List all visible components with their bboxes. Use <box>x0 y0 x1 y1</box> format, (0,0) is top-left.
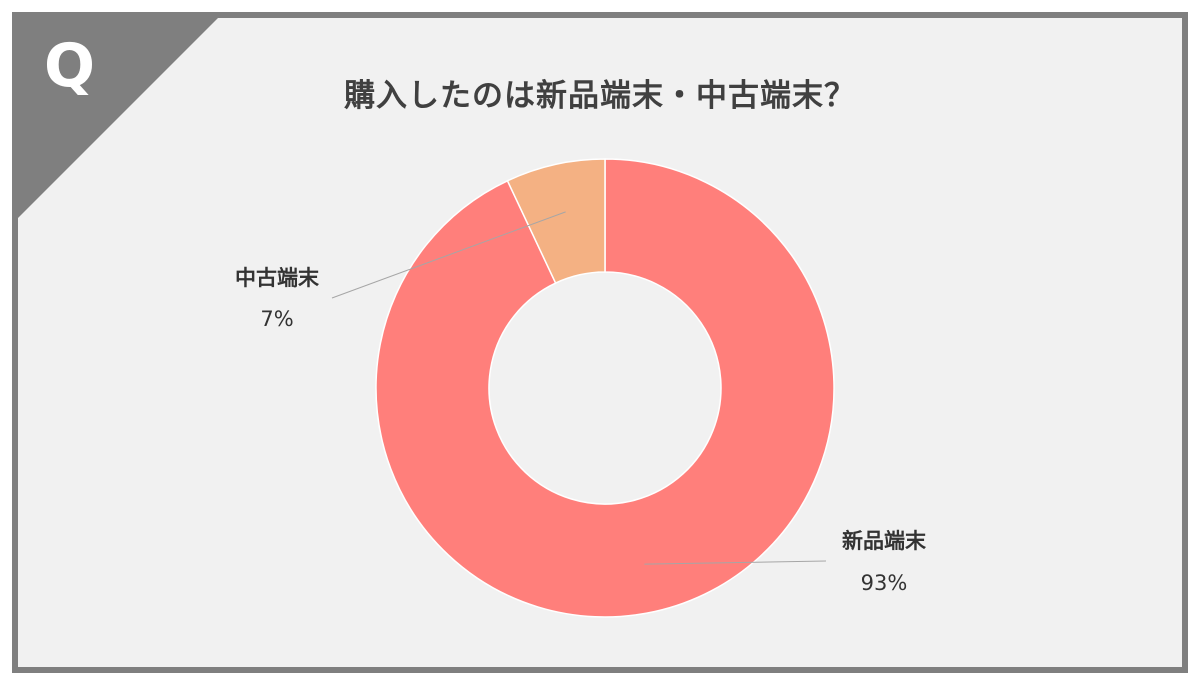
chart-frame: Q 購入したのは新品端末・中古端末？ 中古端末 7% 新品端末 93% <box>12 12 1188 673</box>
slice-value-new: 93% <box>861 571 908 595</box>
chart-title: 購入したのは新品端末・中古端末？ <box>344 78 856 114</box>
donut-slice-new <box>375 158 835 618</box>
leader-line-new <box>644 560 827 565</box>
slice-label-new: 新品端末 <box>842 529 927 553</box>
slice-label-used: 中古端末 <box>235 266 320 290</box>
donut-slice-used <box>506 158 606 285</box>
slices-group <box>375 158 835 618</box>
slice-value-used: 7% <box>260 307 293 331</box>
question-letter: Q <box>44 31 96 101</box>
leader-lines-group <box>331 211 827 565</box>
leader-line-used <box>331 211 566 299</box>
donut-chart: 中古端末 7% 新品端末 93% <box>235 158 927 618</box>
